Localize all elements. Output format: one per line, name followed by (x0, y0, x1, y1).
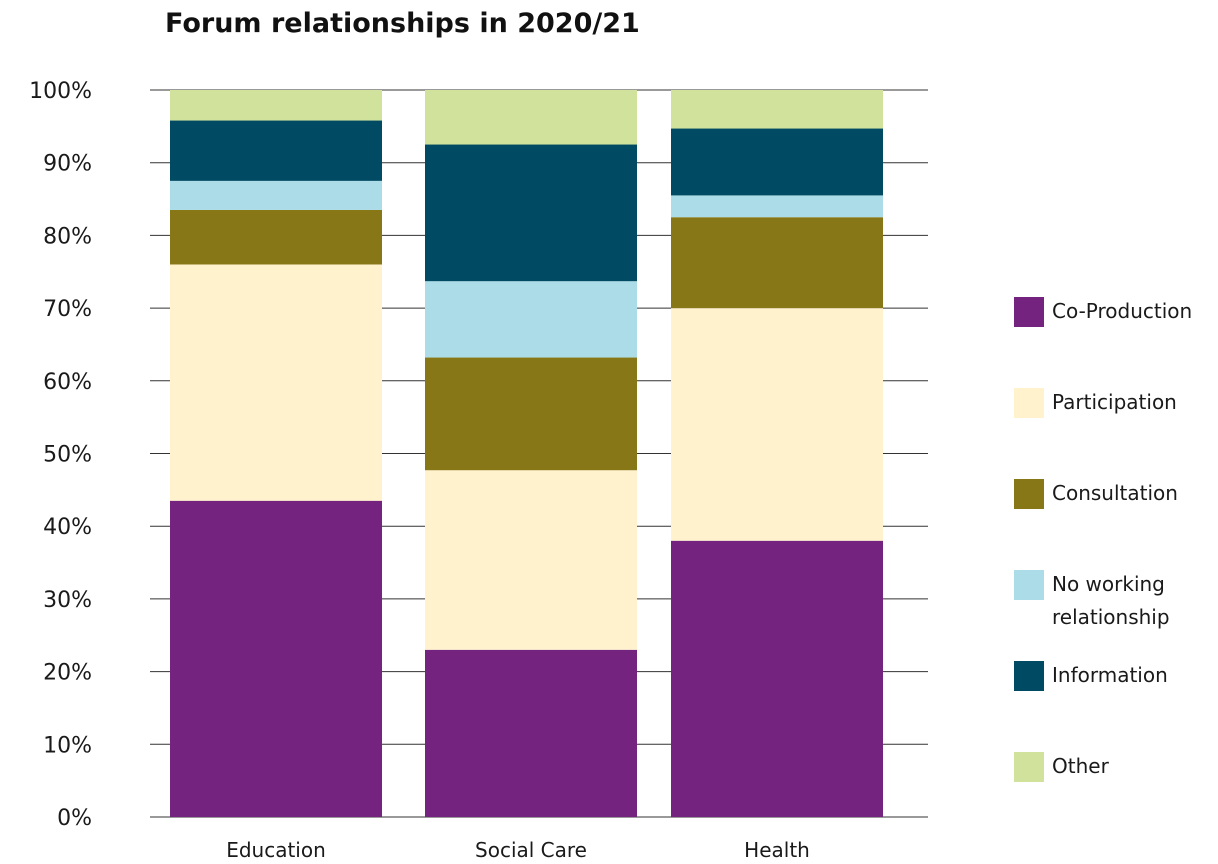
bar-segment (671, 308, 883, 541)
legend-item: Co-Production (1014, 295, 1218, 328)
bar-segment (425, 649, 637, 817)
y-tick-label: 40% (43, 515, 92, 540)
y-tick-label: 30% (43, 588, 92, 613)
legend-item: Participation (1014, 386, 1218, 419)
y-tick-label: 10% (43, 733, 92, 758)
bar-segment (671, 540, 883, 817)
legend-item: No working relationship (1014, 568, 1218, 634)
y-tick-label: 20% (43, 661, 92, 686)
bar-segment (170, 209, 382, 265)
y-tick-label: 80% (43, 224, 92, 249)
legend-item: Consultation (1014, 477, 1218, 510)
legend-swatch (1014, 479, 1044, 509)
legend-swatch (1014, 752, 1044, 782)
y-tick-label: 100% (29, 79, 92, 104)
legend-label: Participation (1052, 390, 1177, 414)
y-tick-label: 0% (57, 806, 92, 831)
x-category-label: Social Care (475, 838, 587, 862)
bar-segment (671, 217, 883, 309)
bar-segment (170, 90, 382, 121)
y-tick-label: 90% (43, 152, 92, 177)
legend-item: Other (1014, 750, 1218, 783)
bar-segment (671, 128, 883, 196)
bar-segment (671, 90, 883, 129)
bar-segment (425, 144, 637, 282)
bar-segment (425, 470, 637, 650)
bar-segment (170, 500, 382, 817)
legend-label: Consultation (1052, 481, 1178, 505)
y-tick-label: 70% (43, 297, 92, 322)
legend-swatch (1014, 297, 1044, 327)
legend-label: Other (1052, 754, 1109, 778)
legend-label: Co-Production (1052, 299, 1193, 323)
bar-segment (170, 120, 382, 181)
bar-segment (671, 195, 883, 218)
bar-segment (425, 357, 637, 471)
x-axis-category-labels: Education Social Care Health (226, 838, 810, 862)
legend-item: Information (1014, 659, 1218, 692)
chart-title: Forum relationships in 2020/21 (165, 8, 640, 39)
x-category-label: Education (226, 838, 326, 862)
legend-swatch (1014, 388, 1044, 418)
legend-label: No working relationship (1052, 572, 1170, 629)
bar-segment (425, 90, 637, 145)
bar-segment (425, 281, 637, 358)
y-tick-label: 60% (43, 370, 92, 395)
bar-segment (170, 264, 382, 501)
y-axis-tick-labels: 0% 10% 20% 30% 40% 50% 60% 70% 80% 90% 100% (29, 79, 92, 831)
legend-swatch (1014, 661, 1044, 691)
bars (170, 90, 883, 817)
bar-segment (170, 180, 382, 210)
y-tick-label: 50% (43, 443, 92, 468)
legend-label: Information (1052, 663, 1168, 687)
legend-swatch (1014, 570, 1044, 600)
x-category-label: Health (744, 838, 810, 862)
